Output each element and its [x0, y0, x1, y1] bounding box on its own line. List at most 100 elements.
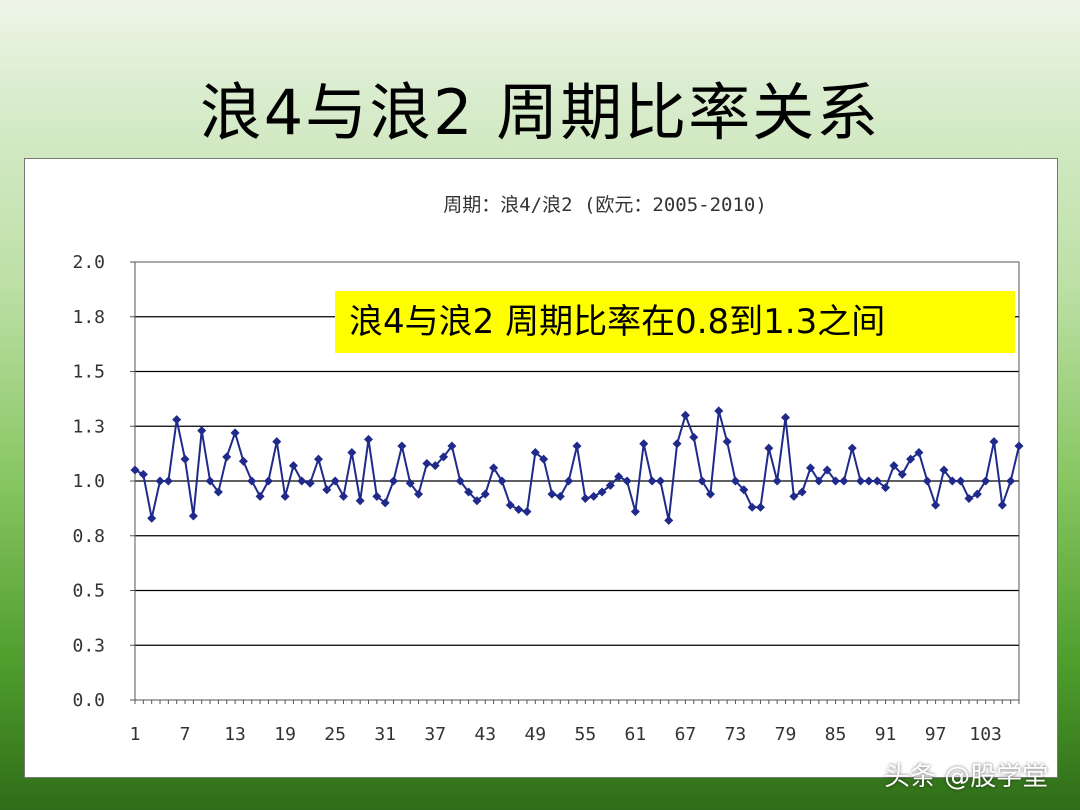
data-point-marker	[138, 469, 148, 479]
data-point-marker	[981, 476, 991, 486]
data-point-marker	[130, 465, 140, 475]
data-point-marker	[580, 494, 590, 504]
y-tick-label: 1.8	[72, 307, 105, 328]
data-point-marker	[480, 489, 490, 499]
data-point-marker	[213, 487, 223, 497]
data-point-marker	[205, 476, 215, 486]
y-tick-label: 0.8	[72, 526, 105, 547]
data-point-marker	[564, 476, 574, 486]
data-point-marker	[188, 511, 198, 521]
data-point-marker	[338, 491, 348, 501]
data-point-marker	[881, 483, 891, 493]
data-point-marker	[489, 463, 499, 473]
data-point-marker	[639, 439, 649, 449]
data-point-marker	[330, 476, 340, 486]
data-point-marker	[747, 502, 757, 512]
data-point-marker	[422, 458, 432, 468]
data-point-marker	[864, 476, 874, 486]
data-point-marker	[163, 476, 173, 486]
data-point-marker	[172, 415, 182, 425]
data-point-marker	[313, 454, 323, 464]
data-point-marker	[931, 500, 941, 510]
series-markers	[130, 406, 1024, 525]
data-point-marker	[722, 437, 732, 447]
x-tick-label: 49	[524, 724, 546, 745]
data-point-marker	[831, 476, 841, 486]
series-line-layer	[134, 410, 1020, 521]
x-tick-label: 85	[825, 724, 847, 745]
data-point-marker	[497, 476, 507, 486]
watermark: 头条 @股学堂	[884, 762, 1049, 792]
data-point-marker	[147, 513, 157, 523]
data-point-marker	[806, 463, 816, 473]
y-tick-label: 0.5	[72, 581, 105, 602]
data-point-marker	[822, 465, 832, 475]
data-point-marker	[630, 507, 640, 517]
data-point-marker	[297, 476, 307, 486]
x-tick-label: 7	[180, 724, 191, 745]
x-tick-label: 19	[274, 724, 296, 745]
data-point-marker	[572, 441, 582, 451]
x-tick-label: 13	[224, 724, 246, 745]
x-tick-label: 97	[925, 724, 947, 745]
data-point-marker	[472, 496, 482, 506]
data-point-marker	[397, 441, 407, 451]
data-point-marker	[872, 476, 882, 486]
data-point-marker	[347, 448, 357, 458]
data-point-marker	[714, 406, 724, 416]
y-tick-label: 2.0	[72, 252, 105, 273]
x-tick-label: 67	[675, 724, 697, 745]
data-point-marker	[364, 434, 374, 444]
data-point-marker	[447, 441, 457, 451]
data-point-marker	[288, 461, 298, 471]
data-point-marker	[455, 476, 465, 486]
data-point-marker	[956, 476, 966, 486]
data-point-marker	[889, 461, 899, 471]
x-tick-labels: 1 7 13 19 25 31 37 43 49 55 61 67 73 79 85 91 97 103	[130, 724, 1002, 745]
data-point-marker	[739, 485, 749, 495]
data-point-marker	[939, 465, 949, 475]
data-point-marker	[614, 472, 624, 482]
data-point-marker	[522, 507, 532, 517]
chart-title: 周期：浪4/浪2 (欧元：2005-2010)	[443, 194, 767, 216]
data-point-marker	[989, 437, 999, 447]
data-point-marker	[464, 487, 474, 497]
data-point-marker	[372, 491, 382, 501]
data-point-marker	[155, 476, 165, 486]
data-point-marker	[622, 476, 632, 486]
data-point-marker	[647, 476, 657, 486]
data-point-marker	[764, 443, 774, 453]
data-point-marker	[906, 454, 916, 464]
chart-frame: 周期：浪4/浪2 (欧元：2005-2010) 0.0 0.3 0.5 0.8 1.0 1…	[24, 158, 1058, 778]
data-point-marker	[697, 476, 707, 486]
data-point-marker	[755, 502, 765, 512]
data-point-marker	[597, 487, 607, 497]
data-point-marker	[605, 480, 615, 490]
data-point-marker	[1014, 441, 1024, 451]
data-point-marker	[897, 469, 907, 479]
data-point-marker	[222, 452, 232, 462]
data-point-marker	[539, 454, 549, 464]
series-line	[134, 410, 1020, 521]
data-point-marker	[780, 412, 790, 422]
data-point-marker	[997, 500, 1007, 510]
annotation-callout: 浪4与浪2 周期比率在0.8到1.3之间	[335, 291, 1015, 353]
y-tick-label: 1.5	[72, 362, 105, 383]
data-point-marker	[414, 489, 424, 499]
data-point-marker	[589, 491, 599, 501]
data-point-marker	[263, 476, 273, 486]
x-tick-label: 103	[969, 724, 1002, 745]
data-point-marker	[964, 494, 974, 504]
x-tick-label: 37	[424, 724, 446, 745]
data-point-marker	[430, 461, 440, 471]
data-point-marker	[856, 476, 866, 486]
axes	[130, 261, 1020, 704]
data-point-marker	[789, 491, 799, 501]
data-point-marker	[389, 476, 399, 486]
slide-title: 浪4与浪2 周期比率关系	[199, 76, 881, 149]
y-tick-label: 1.3	[72, 416, 105, 437]
data-point-marker	[680, 410, 690, 420]
data-point-marker	[530, 448, 540, 458]
data-point-marker	[922, 476, 932, 486]
data-point-marker	[255, 491, 265, 501]
